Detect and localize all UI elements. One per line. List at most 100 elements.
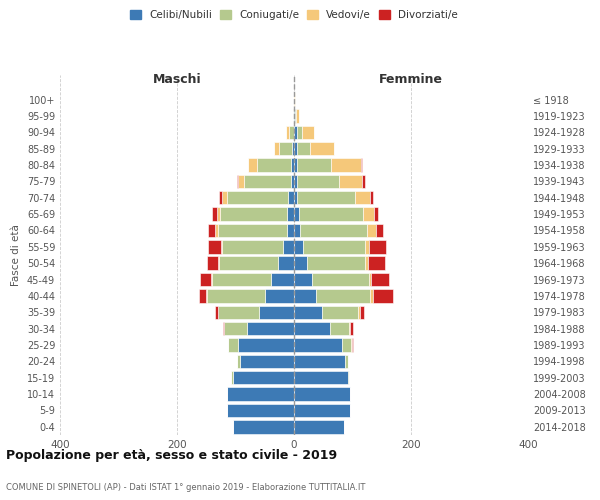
Bar [296,109,299,122]
Bar [294,126,297,139]
Legend: Celibi/Nubili, Coniugati/e, Vedovi/e, Divorziati/e: Celibi/Nubili, Coniugati/e, Vedovi/e, Di… [128,8,460,22]
Bar [376,224,383,237]
Bar [297,191,355,204]
Bar [247,322,294,336]
Bar [244,174,291,188]
Bar [218,256,219,270]
Bar [286,126,289,139]
Bar [219,256,278,270]
Bar [365,240,370,254]
Bar [374,208,378,221]
Bar [349,322,350,336]
Bar [221,240,222,254]
Bar [218,224,287,237]
Bar [370,289,373,302]
Bar [294,256,307,270]
Text: Popolazione per età, sesso e stato civile - 2019: Popolazione per età, sesso e stato civil… [6,450,337,462]
Bar [289,126,294,139]
Bar [299,208,363,221]
Bar [287,224,294,237]
Bar [294,174,297,188]
Bar [222,240,283,254]
Bar [206,289,208,302]
Bar [237,354,240,368]
Bar [223,322,224,336]
Bar [278,256,294,270]
Bar [294,388,350,401]
Bar [294,306,322,319]
Bar [215,306,218,319]
Bar [238,174,244,188]
Bar [233,371,294,384]
Bar [350,322,353,336]
Bar [294,404,350,417]
Bar [238,338,294,351]
Bar [292,142,294,156]
Bar [294,240,304,254]
Bar [287,208,294,221]
Bar [352,338,353,351]
Bar [294,354,346,368]
Bar [294,338,342,351]
Bar [297,126,302,139]
Bar [342,338,351,351]
Bar [339,174,362,188]
Bar [294,371,348,384]
Bar [365,256,368,270]
Bar [291,158,294,172]
Bar [331,158,361,172]
Bar [348,371,349,384]
Bar [359,306,364,319]
Bar [304,240,365,254]
Bar [302,126,314,139]
Bar [219,191,222,204]
Bar [294,208,299,221]
Bar [370,240,386,254]
Bar [330,322,349,336]
Bar [208,224,215,237]
Bar [294,142,297,156]
Bar [295,109,296,122]
Bar [237,174,238,188]
Bar [294,191,297,204]
Bar [222,191,227,204]
Bar [227,388,294,401]
Bar [227,404,294,417]
Bar [294,158,297,172]
Bar [208,240,221,254]
Bar [224,322,247,336]
Bar [307,256,365,270]
Bar [355,191,370,204]
Bar [280,142,292,156]
Bar [294,224,300,237]
Bar [367,224,376,237]
Y-axis label: Fasce di età: Fasce di età [11,224,21,286]
Bar [358,306,359,319]
Bar [257,158,291,172]
Bar [322,306,358,319]
Bar [231,371,233,384]
Bar [240,354,294,368]
Bar [297,142,310,156]
Bar [227,191,288,204]
Bar [294,273,311,286]
Bar [351,338,352,351]
Bar [370,191,373,204]
Bar [294,420,344,434]
Bar [361,158,362,172]
Bar [215,224,218,237]
Text: Femmine: Femmine [379,74,443,86]
Bar [265,289,294,302]
Bar [311,273,369,286]
Bar [368,256,385,270]
Bar [208,256,218,270]
Bar [233,420,294,434]
Text: COMUNE DI SPINETOLI (AP) - Dati ISTAT 1° gennaio 2019 - Elaborazione TUTTITALIA.: COMUNE DI SPINETOLI (AP) - Dati ISTAT 1°… [6,484,365,492]
Bar [371,273,389,286]
Bar [248,158,257,172]
Bar [294,93,295,106]
Bar [363,208,374,221]
Bar [259,306,294,319]
Bar [220,208,287,221]
Bar [362,174,365,188]
